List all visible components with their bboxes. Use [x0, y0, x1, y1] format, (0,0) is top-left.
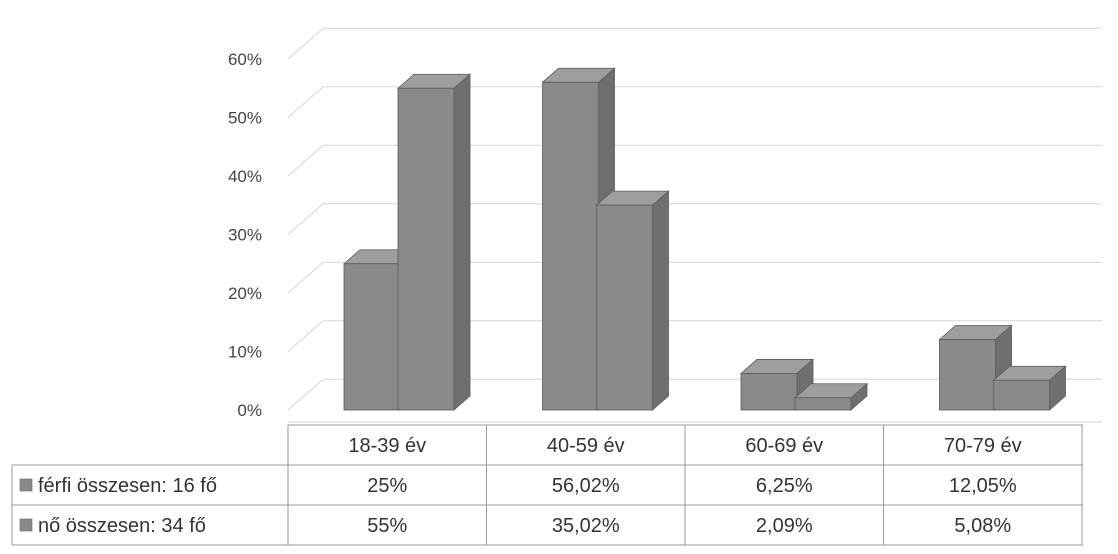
data-label: 5,08% — [954, 515, 1011, 537]
category-label: 60-69 év — [745, 435, 823, 457]
bar — [992, 365, 1067, 411]
side-gridline — [287, 203, 324, 235]
side-gridline — [287, 378, 324, 411]
bar — [396, 73, 472, 411]
side-gridline — [287, 261, 324, 294]
bar — [595, 190, 670, 411]
y-tick-label: 30% — [228, 226, 262, 245]
data-label: 25% — [367, 475, 407, 497]
side-gridline — [287, 320, 324, 352]
category-label: 70-79 év — [944, 435, 1022, 457]
data-table: 18-39 év 40-59 év 60-69 év 70-79 év férfi ös… — [11, 424, 1083, 546]
series-name: nő összesen: 34 fő — [38, 515, 206, 537]
bars — [342, 67, 1067, 411]
legend-key — [19, 478, 33, 492]
side-gridline — [287, 27, 324, 60]
side-gridline — [287, 86, 324, 118]
y-tick-label: 50% — [228, 109, 262, 128]
data-label: 55% — [367, 515, 407, 537]
category-label: 18-39 év — [348, 435, 426, 457]
series-name: férfi összesen: 16 fő — [38, 475, 217, 497]
data-label: 12,05% — [949, 475, 1017, 497]
data-label: 56,02% — [552, 475, 620, 497]
y-tick-label: 10% — [228, 343, 262, 362]
bar — [793, 382, 869, 411]
y-tick-label: 20% — [228, 284, 262, 303]
y-tick-label: 0% — [237, 401, 262, 420]
data-label: 6,25% — [756, 475, 813, 497]
y-tick-label: 40% — [228, 167, 262, 186]
y-tick-label: 60% — [228, 50, 262, 69]
side-gridline — [287, 144, 324, 177]
data-label: 35,02% — [552, 515, 620, 537]
legend-key — [19, 518, 33, 532]
category-label: 40-59 év — [547, 435, 625, 457]
data-label: 2,09% — [756, 515, 813, 537]
y-axis-ticks: 0% 10% 20% 30% 40% 50% 60% — [228, 50, 262, 420]
bar — [938, 324, 1013, 411]
